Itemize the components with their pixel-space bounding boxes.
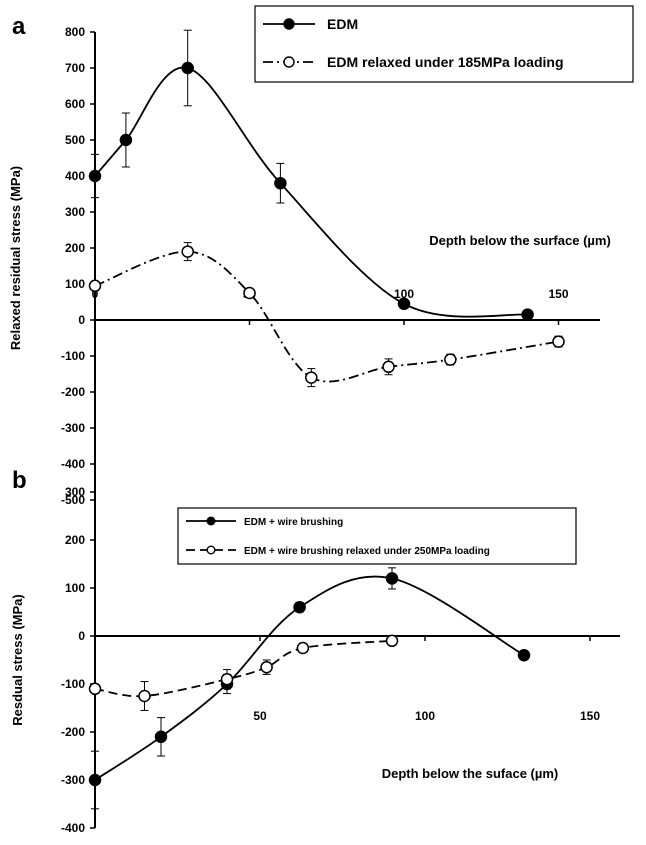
- y-tick-label: 700: [65, 61, 85, 75]
- legend-label-1: EDM: [327, 16, 358, 32]
- legend-label-2: EDM relaxed under 185MPa loading: [327, 54, 564, 70]
- y-tick-label: 500: [65, 133, 85, 147]
- data-point: [181, 61, 194, 75]
- chart-panel-a: 800 700 600 500 400 300 200 100 0 -100 -200 -300 -40…: [8, 5, 634, 507]
- y-tick-label: 400: [65, 169, 85, 183]
- data-point: [517, 648, 531, 662]
- y-tick-label: 0: [78, 629, 85, 643]
- data-point: [88, 279, 102, 293]
- y-axis-label: Relaxed residual stress (MPa): [8, 166, 23, 350]
- data-point: [88, 169, 102, 183]
- legend-label-2: EDM + wire brushing relaxed under 250MPa…: [244, 546, 490, 557]
- x-tick-label: 150: [548, 287, 568, 301]
- legend-marker-2: [206, 545, 216, 555]
- data-point: [243, 286, 256, 300]
- series-line-2: [94, 639, 393, 698]
- x-tick-label: 50: [253, 709, 267, 723]
- data-point: [260, 660, 273, 674]
- data-point: [305, 371, 318, 384]
- y-tick-label: -400: [61, 821, 85, 835]
- y-tick-label: -500: [61, 493, 85, 507]
- panel-letter-a: a: [12, 13, 26, 40]
- x-tick-label: 0: [92, 287, 99, 301]
- data-point: [296, 641, 310, 655]
- legend-marker-2: [283, 56, 295, 68]
- y-tick-label: 300: [65, 485, 85, 499]
- legend-marker-1: [283, 18, 295, 30]
- data-point: [385, 634, 399, 648]
- series-line-1: [94, 575, 525, 781]
- data-point: [521, 308, 534, 321]
- data-point: [552, 335, 565, 348]
- x-axis-label: Depth below the suface (µm): [382, 766, 559, 781]
- y-tick-label: 800: [65, 25, 85, 39]
- x-tick-label: 150: [580, 709, 600, 723]
- data-point: [88, 682, 102, 696]
- x-axis-label: Depth below the surface (µm): [429, 233, 611, 248]
- legend-marker-1: [206, 516, 216, 526]
- legend-label-1: EDM + wire brushing: [244, 517, 343, 528]
- data-point: [444, 353, 457, 366]
- y-tick-label: 100: [65, 277, 85, 291]
- y-tick-label: -400: [61, 457, 85, 471]
- chart-panel-b: 300 200 100 0 -100 -200 -300 -400 50 100 150 Depth …: [10, 485, 620, 835]
- y-tick-label: -100: [61, 677, 85, 691]
- y-tick-label: 600: [65, 97, 85, 111]
- data-point: [220, 672, 234, 686]
- data-point: [88, 773, 102, 787]
- y-tick-label: 100: [65, 581, 85, 595]
- x-tick-label: 100: [415, 709, 435, 723]
- y-tick-label: 300: [65, 205, 85, 219]
- y-tick-label: -100: [61, 349, 85, 363]
- y-axis-label: Resdual stress (MPa): [10, 594, 25, 726]
- legend-box: [254, 5, 634, 83]
- data-point: [138, 689, 151, 703]
- y-tick-label: 200: [65, 241, 85, 255]
- legend-box: [177, 507, 577, 565]
- data-point: [397, 297, 411, 311]
- y-tick-label: -200: [61, 385, 85, 399]
- x-tick-label: 100: [394, 287, 414, 301]
- panel-letter-b: b: [12, 467, 27, 494]
- data-point: [119, 133, 133, 147]
- y-tick-label: -200: [61, 725, 85, 739]
- y-tick-label: 200: [65, 533, 85, 547]
- data-point: [154, 730, 168, 744]
- y-tick-label: -300: [61, 773, 85, 787]
- data-point: [274, 176, 287, 190]
- data-point: [382, 360, 395, 374]
- series-line-1: [94, 66, 528, 318]
- data-point: [293, 600, 306, 614]
- data-point: [181, 245, 194, 258]
- y-tick-label: -300: [61, 421, 85, 435]
- y-tick-label: 0: [78, 313, 85, 327]
- data-point: [385, 572, 399, 585]
